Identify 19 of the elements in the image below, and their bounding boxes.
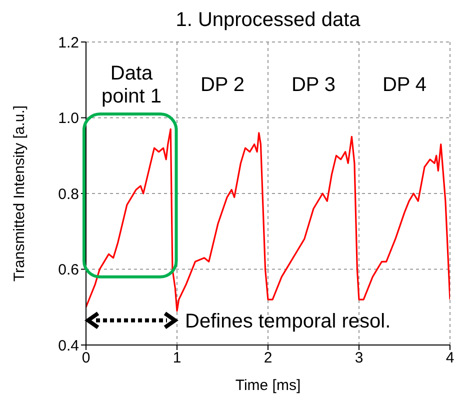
x-tick-label: 4 xyxy=(446,350,454,367)
y-tick-label: 0.8 xyxy=(58,186,79,203)
annotation: DP 2 xyxy=(200,74,245,96)
annotation: DP 3 xyxy=(291,74,336,96)
x-axis-title: Time [ms] xyxy=(235,377,301,394)
annotation: Data point 1 xyxy=(101,62,162,108)
y-axis-title: Transmitted Intensity [a.u.] xyxy=(11,105,28,282)
x-tick-label: 0 xyxy=(82,350,90,367)
y-tick-label: 1.0 xyxy=(58,110,79,128)
x-tick-label: 1 xyxy=(172,350,182,367)
annotation: DP 4 xyxy=(382,74,427,96)
chart-title: 1. Unprocessed data xyxy=(176,9,362,31)
y-tick-label: 0.6 xyxy=(58,262,79,279)
x-tick-label: 2 xyxy=(264,350,272,367)
y-tick-label: 0.4 xyxy=(58,337,79,354)
annotation: Defines temporal resol. xyxy=(185,310,391,332)
x-tick-label: 3 xyxy=(354,350,364,367)
line-series xyxy=(86,128,450,312)
y-tick-label: 1.2 xyxy=(58,34,79,52)
